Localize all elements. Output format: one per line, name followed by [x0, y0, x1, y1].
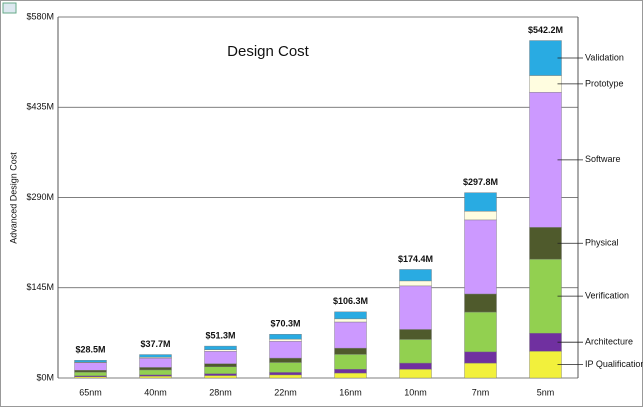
bar-segment — [529, 40, 562, 76]
bar-segment — [74, 362, 107, 371]
bar-segment — [269, 374, 302, 379]
bar-segment — [204, 373, 237, 376]
legend-label: Software — [585, 154, 621, 164]
bar-segment — [399, 362, 432, 370]
x-tick-label: 40nm — [144, 387, 167, 397]
bar-segment — [269, 341, 302, 359]
bar-segment — [399, 329, 432, 340]
y-tick-label: $580M — [26, 11, 54, 21]
icon — [2, 2, 17, 14]
y-tick-label: $145M — [26, 282, 54, 292]
chart-title: Design Cost — [227, 43, 310, 60]
x-tick-label: 5nm — [537, 387, 555, 397]
bar-segment — [334, 347, 367, 355]
bar-segment — [204, 351, 237, 364]
total-label: $106.3M — [333, 296, 368, 306]
bar-segment — [334, 318, 367, 323]
bar-segment — [529, 227, 562, 260]
bar-segment — [464, 362, 497, 379]
bar-segment — [464, 210, 497, 221]
y-tick-label: $0M — [36, 372, 54, 382]
legend-label: Verification — [585, 291, 629, 301]
bar-segment — [334, 372, 367, 379]
bar-segment — [399, 369, 432, 379]
bar-segment — [269, 334, 302, 340]
bar-segment — [529, 351, 562, 379]
legend-label: Validation — [585, 52, 624, 62]
bar-segment — [529, 92, 562, 228]
x-tick-label: 16nm — [339, 387, 362, 397]
bar-segment — [334, 354, 367, 370]
total-label: $28.5M — [75, 345, 105, 355]
bar-segment — [399, 339, 432, 364]
bar-segment — [139, 369, 172, 376]
total-label: $51.3M — [205, 330, 235, 340]
bar-segment — [74, 371, 107, 377]
legend-label: Physical — [585, 238, 619, 248]
legend-label: Architecture — [585, 337, 633, 347]
bar-segment — [399, 269, 432, 282]
y-tick-label: $290M — [26, 192, 54, 202]
bar-segment — [334, 369, 367, 374]
bar-segment — [334, 321, 367, 349]
bar-segment — [204, 366, 237, 374]
x-tick-label: 65nm — [79, 387, 102, 397]
bar-segment — [204, 345, 237, 350]
x-tick-label: 10nm — [404, 387, 427, 397]
y-axis-label: Advanced Design Cost — [8, 152, 18, 244]
bar-segment — [74, 370, 107, 373]
bar-segment — [139, 354, 172, 358]
bar-segment — [529, 258, 562, 334]
bar-segment — [399, 280, 432, 287]
total-label: $37.7M — [140, 339, 170, 349]
bar-segment — [334, 311, 367, 320]
bar-segment — [269, 357, 302, 363]
bar-segment — [269, 362, 302, 373]
bar-segment — [269, 372, 302, 376]
total-label: $174.4M — [398, 254, 433, 264]
legend-label: IP Qualification — [585, 359, 643, 369]
bar-segment — [464, 311, 497, 353]
bar-segment — [139, 367, 172, 371]
bar-segment — [204, 363, 237, 367]
bar-segment — [74, 360, 107, 363]
bar-segment — [399, 285, 432, 330]
x-tick-label: 7nm — [472, 387, 490, 397]
total-label: $70.3M — [270, 319, 300, 329]
total-label: $542.2M — [528, 25, 563, 35]
bar-segment — [204, 375, 237, 379]
bar-segment — [139, 357, 172, 368]
y-tick-label: $435M — [26, 102, 54, 112]
legend-label: Prototype — [585, 78, 624, 88]
bar-segment — [464, 219, 497, 295]
x-tick-label: 28nm — [209, 387, 232, 397]
x-tick-label: 22nm — [274, 387, 297, 397]
bar-segment — [464, 351, 497, 364]
bar-segment — [464, 192, 497, 212]
bar-segment — [269, 338, 302, 342]
bar-segment — [204, 349, 237, 352]
bar-segment — [529, 75, 562, 93]
bar-segment — [529, 332, 562, 352]
bar-segment — [464, 293, 497, 313]
total-label: $297.8M — [463, 177, 498, 187]
bar-segment — [139, 375, 172, 379]
